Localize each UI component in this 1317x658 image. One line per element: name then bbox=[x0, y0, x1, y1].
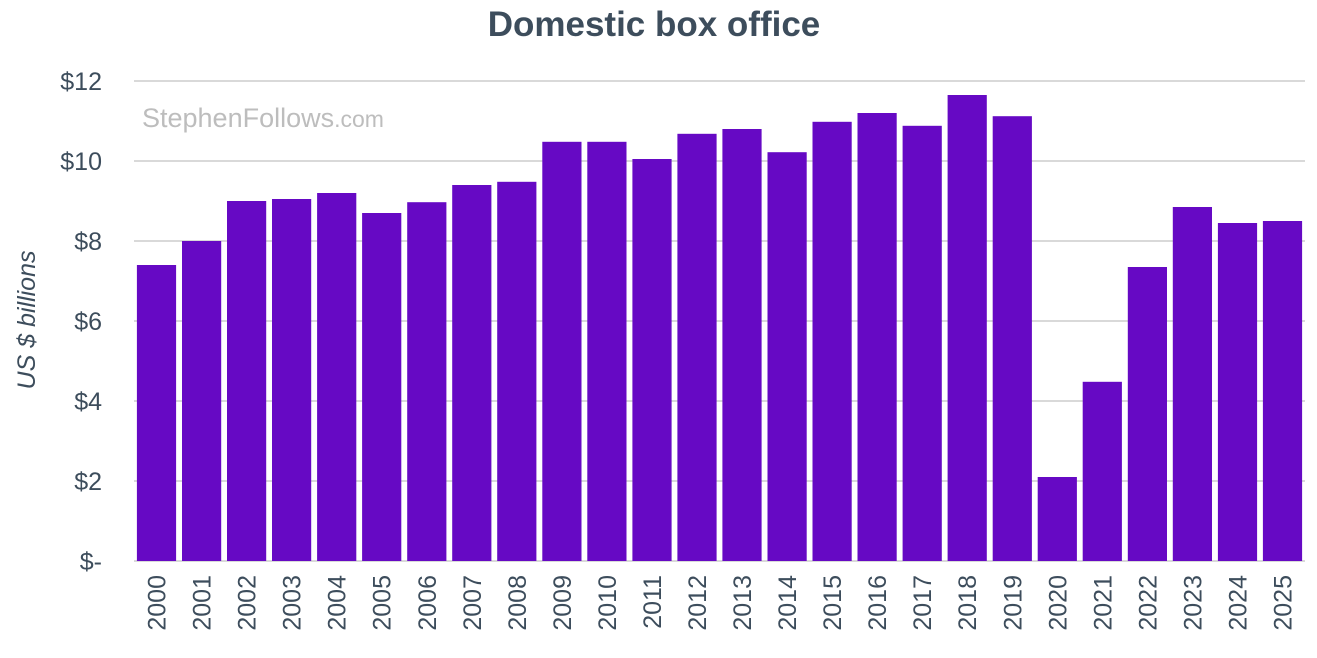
y-tick-label: $6 bbox=[74, 308, 102, 336]
bar-2009 bbox=[542, 141, 582, 562]
watermark: StephenFollows.com bbox=[142, 103, 384, 133]
x-tick-label: 2001 bbox=[189, 575, 217, 631]
bar-2011 bbox=[632, 159, 672, 561]
x-axis-ticks: 2000 2001 2002 2003 2004 2005 2006 2007 2008 2009… bbox=[144, 575, 1298, 631]
y-tick-label: $4 bbox=[74, 388, 102, 416]
x-tick-label: 2025 bbox=[1270, 575, 1298, 631]
x-tick-label: 2012 bbox=[684, 575, 712, 631]
bar-2021 bbox=[1082, 381, 1122, 561]
x-tick-label: 2004 bbox=[324, 575, 352, 631]
x-tick-label: 2006 bbox=[414, 575, 442, 631]
bar-2003 bbox=[272, 199, 312, 561]
x-tick-label: 2022 bbox=[1134, 575, 1162, 631]
bar-2012 bbox=[677, 133, 717, 562]
x-tick-label: 2008 bbox=[504, 575, 532, 631]
x-tick-label: 2020 bbox=[1044, 575, 1072, 631]
x-tick-label: 2007 bbox=[459, 575, 487, 631]
bar-2001 bbox=[182, 241, 222, 561]
x-tick-label: 2016 bbox=[864, 575, 892, 631]
x-tick-label: 2018 bbox=[954, 575, 982, 631]
bar-2002 bbox=[227, 201, 267, 561]
bar-2017 bbox=[902, 125, 942, 562]
x-tick-label: 2011 bbox=[639, 575, 667, 629]
x-tick-label: 2000 bbox=[144, 575, 172, 631]
x-tick-label: 2009 bbox=[549, 575, 577, 631]
y-tick-label: $8 bbox=[74, 228, 102, 256]
chart-title: Domestic box office bbox=[488, 5, 821, 44]
y-axis-label: US $ billions bbox=[13, 251, 41, 390]
bar-2007 bbox=[452, 185, 492, 561]
bar-2006 bbox=[407, 202, 447, 561]
x-tick-label: 2019 bbox=[999, 575, 1027, 631]
bar-2022 bbox=[1127, 267, 1167, 561]
watermark-main: StephenFollows bbox=[142, 103, 334, 133]
x-tick-label: 2013 bbox=[729, 575, 757, 631]
bar-2020 bbox=[1037, 477, 1077, 561]
bar-2023 bbox=[1172, 207, 1212, 561]
x-tick-label: 2024 bbox=[1224, 575, 1252, 631]
y-axis-ticks: $- $2 $4 $6 $8 $10 $12 bbox=[60, 68, 102, 576]
bar-2024 bbox=[1217, 223, 1258, 561]
x-tick-label: 2015 bbox=[819, 575, 847, 631]
bar-2010 bbox=[587, 141, 627, 562]
bar-2013 bbox=[722, 129, 762, 561]
y-tick-label: $2 bbox=[74, 468, 102, 496]
y-tick-label: $12 bbox=[60, 68, 102, 96]
bars bbox=[136, 95, 1303, 562]
bar-2018 bbox=[947, 95, 987, 561]
bar-2015 bbox=[812, 121, 852, 562]
bar-2008 bbox=[497, 181, 537, 562]
x-tick-label: 2005 bbox=[369, 575, 397, 631]
watermark-suffix: .com bbox=[334, 106, 384, 132]
bar-2019 bbox=[992, 116, 1032, 561]
bar-2005 bbox=[362, 213, 402, 561]
bar-2025 bbox=[1262, 221, 1303, 561]
bar-2016 bbox=[857, 113, 897, 561]
x-tick-label: 2002 bbox=[234, 575, 262, 631]
bar-2014 bbox=[767, 152, 807, 561]
bar-2000 bbox=[136, 265, 177, 561]
x-tick-label: 2021 bbox=[1089, 575, 1117, 631]
x-tick-label: 2017 bbox=[909, 575, 937, 631]
x-tick-label: 2010 bbox=[594, 575, 622, 631]
y-tick-label: $10 bbox=[60, 148, 102, 176]
x-tick-label: 2023 bbox=[1179, 575, 1207, 631]
x-tick-label: 2003 bbox=[279, 575, 307, 631]
y-tick-label: $- bbox=[80, 548, 102, 576]
x-tick-label: 2014 bbox=[774, 575, 802, 631]
bar-2004 bbox=[317, 193, 357, 561]
